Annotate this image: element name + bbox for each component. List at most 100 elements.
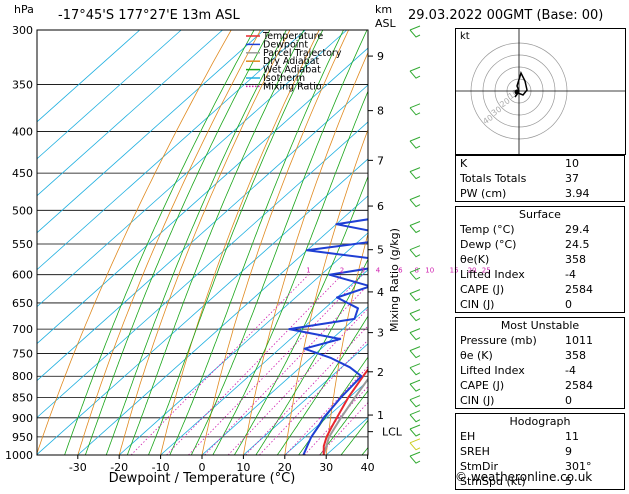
table-row: Pressure (mb) 1011 (460, 334, 593, 347)
legend-entry: Dewpoint (263, 39, 308, 50)
dry-adiabat-line (37, 30, 232, 455)
wet-adiabat-line (233, 175, 368, 455)
isotherm-line (37, 30, 141, 123)
table-row: Lifted Index -4 (460, 364, 576, 377)
height-tick-label: LCL (382, 426, 403, 439)
surface-title: Surface (519, 208, 561, 221)
pressure-tick-label: 750 (12, 347, 33, 360)
hodograph-trace (514, 70, 528, 98)
table-row: CIN (J) 0 (460, 298, 572, 311)
km-label: km (375, 3, 393, 16)
stats-panel: K 10 Totals Totals 37 PW (cm) 3.94 Surface … (455, 155, 625, 494)
height-tick-label: 1 (377, 409, 384, 422)
wind-barb (409, 410, 421, 423)
wind-barb (409, 289, 421, 302)
table-row: Temp (°C) 29.4 (460, 223, 590, 236)
datetime-title: 29.03.2022 00GMT (Base: 00) (408, 8, 604, 23)
wind-barb (409, 395, 421, 408)
wind-barb (409, 363, 421, 376)
wind-barb (409, 245, 421, 258)
wet-adiabat-line (319, 389, 368, 455)
pressure-tick-label: 500 (12, 204, 33, 217)
temperature-line (322, 367, 368, 455)
legend-entry: Mixing Ratio (263, 81, 322, 92)
table-row: Dewp (°C) 24.5 (460, 238, 590, 251)
most-unstable-title: Most Unstable (500, 319, 580, 332)
pressure-tick-label: 600 (12, 269, 33, 282)
legend-entry: Wet Adiabat (263, 65, 321, 76)
dry-adiabat-line (160, 30, 320, 455)
mixing-ratio-label: 8 (414, 267, 418, 275)
height-tick-label: 3 (377, 327, 384, 340)
dry-adiabat-line (77, 30, 262, 455)
table-row: θe (K) 358 (460, 349, 586, 362)
legend-entry: Temperature (262, 31, 323, 42)
isotherm-line (201, 306, 368, 455)
wet-adiabat-line (84, 30, 271, 455)
mixing-ratio-label: 1 (306, 267, 310, 275)
isotherm-line (37, 30, 265, 234)
table-row: CAPE (J) 2584 (460, 283, 593, 296)
x-tick-label: -30 (69, 461, 87, 474)
height-tick-label: 2 (377, 366, 384, 379)
x-tick-label: -10 (152, 461, 170, 474)
wind-barb (409, 424, 421, 437)
isotherm-line (118, 232, 368, 455)
x-axis-label: Dewpoint / Temperature (°C) (109, 471, 296, 486)
mixing-ratio-line (130, 274, 309, 455)
dry-adiabat-line (284, 128, 368, 455)
isotherm-line (37, 47, 368, 345)
pressure-tick-label: 300 (12, 24, 33, 37)
pressure-tick-label: 1000 (5, 449, 33, 462)
isotherm-line (160, 269, 368, 455)
asl-label: ASL (375, 17, 396, 30)
table-row: StmDir 301° (460, 460, 592, 473)
mixing-ratio-label: 2 (340, 267, 344, 275)
wet-adiabat-line (64, 30, 255, 455)
wet-adiabat-line (190, 30, 368, 455)
plot-frame (36, 29, 369, 456)
table-row: Totals Totals 37 (460, 172, 579, 185)
x-tick-label: -20 (110, 461, 128, 474)
dry-adiabat-line (118, 30, 291, 455)
dewpoint-line (288, 218, 368, 455)
wind-barb (409, 309, 421, 322)
wet-adiabat-line (255, 258, 368, 455)
x-tick-label: 20 (278, 461, 292, 474)
pressure-tick-label: 350 (12, 78, 33, 91)
pressure-tick-label: 950 (12, 431, 33, 444)
storm-motion-marker (514, 89, 520, 95)
mixing-ratio-line (188, 274, 364, 455)
table-row: SREH 9 (460, 445, 572, 458)
isotherm-line (37, 121, 368, 419)
wet-adiabat-line (340, 419, 368, 455)
height-tick-label: 9 (377, 50, 384, 63)
isotherm-line (37, 30, 306, 271)
wind-barb (409, 438, 421, 451)
mixing-ratio-label: 20 (468, 267, 477, 275)
mixing-ratio-line (166, 274, 343, 455)
parcel-trajectory-line (322, 377, 368, 455)
table-row: EH 11 (460, 430, 579, 443)
x-tick-label: 0 (199, 461, 206, 474)
legend-entry: Dry Adiabat (263, 56, 320, 67)
legend-entry: Parcel Trajectory (263, 48, 342, 59)
hpa-label: hPa (14, 3, 34, 16)
isotherm-line (77, 195, 368, 455)
hodograph-table: Hodograph EH 11 SREH 9 StmDir 301° StmSpd (… (455, 413, 625, 490)
table-row: StmSpd (kt) 5 (460, 475, 572, 488)
wind-barb (409, 66, 421, 79)
legend-entry: Isotherm (263, 73, 305, 84)
credit-link[interactable]: © weatheronline.co.uk (455, 470, 593, 484)
pressure-tick-label: 700 (12, 323, 33, 336)
wind-barb (409, 136, 421, 149)
table-row: PW (cm) 3.94 (460, 187, 590, 200)
pressure-tick-label: 400 (12, 126, 33, 139)
mixing-ratio-label: 25 (482, 267, 491, 275)
dry-adiabat-line (242, 51, 368, 455)
most-unstable-table: Most Unstable Pressure (mb) 1011 θe (K) 35… (455, 317, 625, 409)
pressure-tick-label: 800 (12, 370, 33, 383)
wind-barb (409, 451, 421, 464)
isotherm-line (37, 30, 348, 308)
